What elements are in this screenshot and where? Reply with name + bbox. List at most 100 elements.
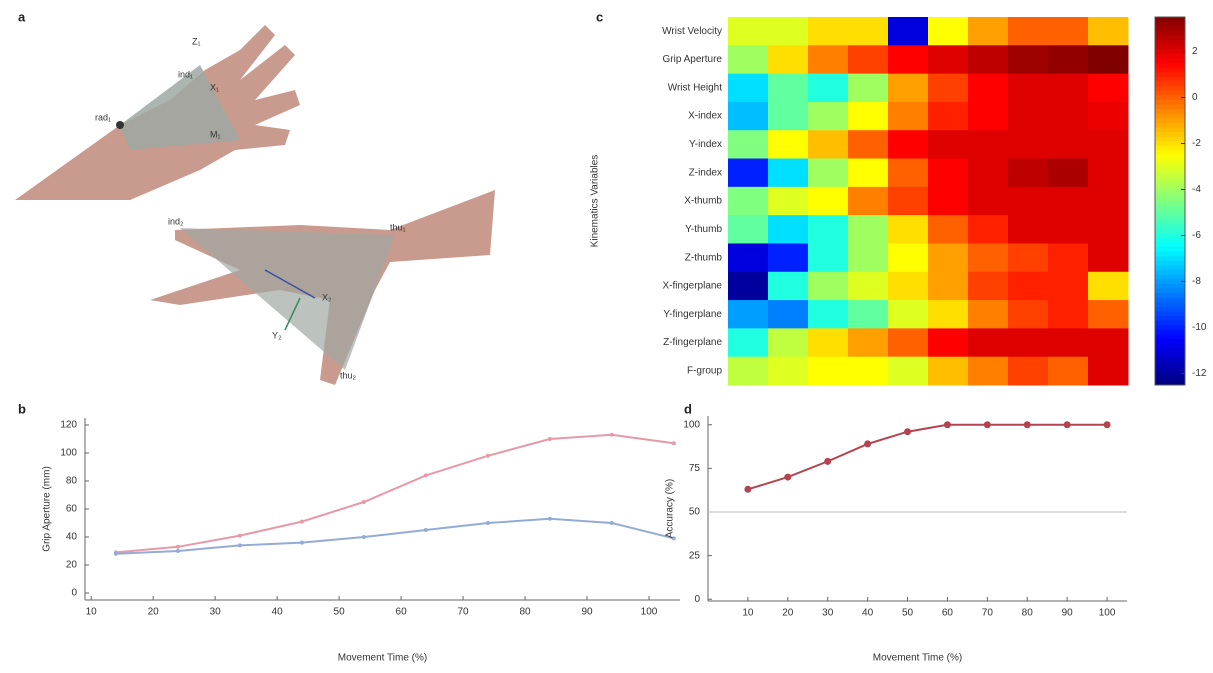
- colorbar-step: [1155, 233, 1185, 239]
- colorbar-step: [1155, 104, 1185, 110]
- y-tick-label: 100: [60, 448, 77, 459]
- heat-cell: [1048, 186, 1089, 216]
- heat-cell: [1088, 271, 1129, 301]
- plane-bottom: [180, 228, 395, 370]
- x-tick-label: 80: [1022, 608, 1034, 619]
- illustration-label: thu₁: [390, 222, 406, 232]
- row-label: X-index: [688, 111, 722, 122]
- heat-cell: [968, 45, 1009, 75]
- hand-illustration: [15, 25, 495, 385]
- heat-cell: [728, 101, 769, 131]
- plane-top: [120, 65, 240, 150]
- heat-cell: [888, 73, 929, 103]
- colorbar-step: [1155, 141, 1185, 147]
- heat-cell: [888, 17, 929, 46]
- heat-cell: [1008, 130, 1049, 160]
- heat-cell: [888, 243, 929, 273]
- colorbar-step: [1155, 127, 1185, 133]
- heat-cell: [848, 130, 889, 160]
- heat-cell: [728, 73, 769, 103]
- colorbar-step: [1155, 76, 1185, 82]
- row-label: Y-thumb: [685, 224, 722, 235]
- heat-cell: [1048, 243, 1089, 273]
- colorbar-step: [1155, 297, 1185, 303]
- heat-cell: [1008, 158, 1049, 188]
- heat-cell: [1048, 130, 1089, 160]
- colorbar-step: [1155, 164, 1185, 170]
- x-tick-label: 60: [396, 607, 408, 618]
- point: [547, 516, 552, 521]
- heat-cell: [968, 186, 1009, 216]
- colorbar-step: [1155, 44, 1185, 50]
- point: [175, 544, 180, 549]
- colorbar-step: [1155, 168, 1185, 174]
- heat-cell: [768, 215, 809, 244]
- heat-cell: [888, 130, 929, 160]
- heat-cell: [928, 45, 969, 75]
- heat-cell: [968, 243, 1009, 273]
- heat-cell: [768, 73, 809, 103]
- point: [1023, 421, 1031, 429]
- colorbar-step: [1155, 178, 1185, 184]
- heat-cell: [928, 101, 969, 131]
- colorbar-step: [1155, 145, 1185, 151]
- colorbar-tick-label: -8: [1192, 276, 1201, 287]
- illustration-label: M₁: [210, 129, 221, 139]
- heat-cell: [768, 17, 809, 46]
- row-label: Grip Aperture: [663, 54, 723, 65]
- point: [361, 535, 366, 539]
- x-tick-label: 40: [272, 607, 284, 618]
- colorbar-step: [1155, 118, 1185, 124]
- point: [237, 533, 242, 538]
- colorbar-tick-label: -2: [1192, 138, 1201, 149]
- colorbar-step: [1155, 132, 1185, 138]
- heat-cell: [768, 271, 809, 301]
- heat-cell: [928, 328, 969, 358]
- colorbar-step: [1155, 205, 1185, 211]
- x-tick-label: 100: [641, 607, 658, 618]
- heat-cell: [968, 17, 1009, 46]
- heat-cell: [1048, 300, 1089, 329]
- colorbar-step: [1155, 242, 1185, 248]
- heat-cell: [1008, 328, 1049, 358]
- colorbar-step: [1155, 260, 1185, 266]
- colorbar-step: [1155, 95, 1185, 101]
- colorbar-step: [1155, 316, 1185, 322]
- heat-cell: [728, 215, 769, 244]
- colorbar-step: [1155, 30, 1185, 36]
- point: [671, 536, 676, 541]
- y-tick-label: 40: [66, 532, 78, 543]
- heat-cell: [888, 45, 929, 75]
- heat-cell: [848, 243, 889, 273]
- heat-cell: [1048, 101, 1089, 131]
- colorbar-step: [1155, 90, 1185, 96]
- heat-cell: [848, 300, 889, 329]
- panel-label: b: [18, 401, 26, 416]
- heat-cell: [888, 158, 929, 188]
- heat-cell: [968, 130, 1009, 160]
- x-tick-label: 60: [942, 608, 954, 619]
- colorbar-step: [1155, 155, 1185, 161]
- heat-cell: [1008, 17, 1049, 46]
- heat-cell: [888, 356, 929, 386]
- colorbar-step: [1155, 113, 1185, 119]
- heat-cell: [1088, 215, 1129, 244]
- point: [485, 453, 490, 458]
- illustration-label: Z₁: [192, 36, 201, 46]
- heat-cell: [1008, 45, 1049, 75]
- colorbar-step: [1155, 343, 1185, 349]
- point: [113, 551, 118, 556]
- heat-cell: [1048, 158, 1089, 188]
- colorbar-step: [1155, 49, 1185, 55]
- point: [423, 528, 428, 532]
- colorbar-step: [1155, 17, 1185, 23]
- colorbar-step: [1155, 81, 1185, 87]
- heat-cell: [1008, 271, 1049, 301]
- illustration-label: ind₁: [178, 69, 193, 79]
- y-axis-label: Accuracy (%): [665, 479, 676, 538]
- heat-cell: [928, 271, 969, 301]
- colorbar-step: [1155, 136, 1185, 142]
- heat-cell: [888, 328, 929, 358]
- x-tick-label: 40: [862, 608, 874, 619]
